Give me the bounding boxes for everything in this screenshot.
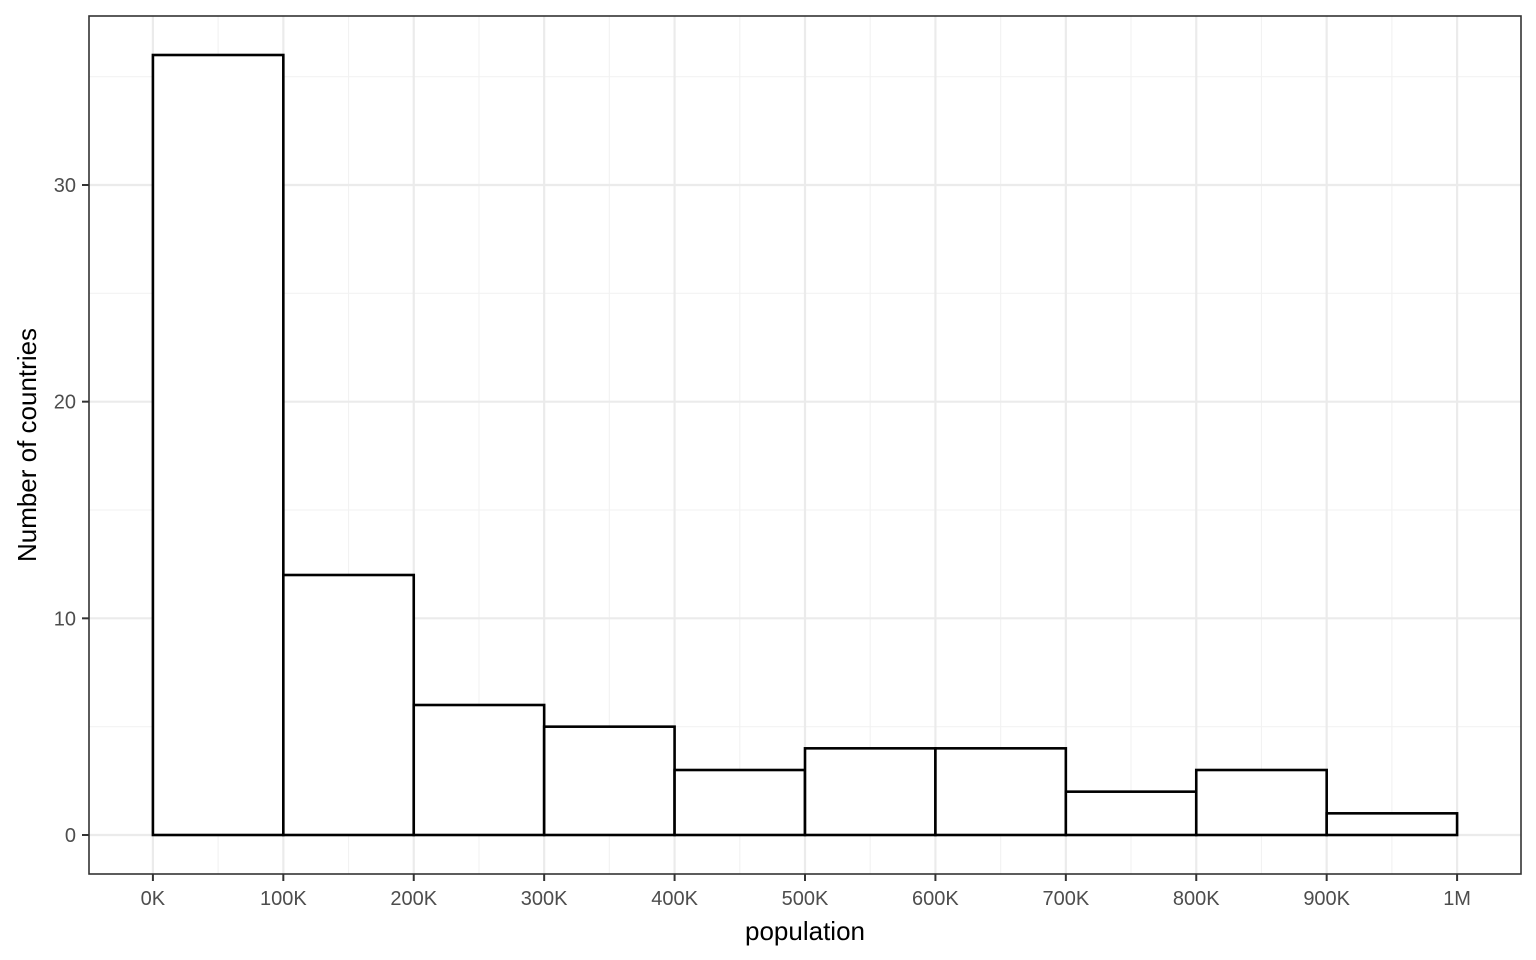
- histogram-bar: [673, 768, 807, 837]
- x-tick-label: 100K: [260, 888, 307, 910]
- histogram-bar: [1194, 768, 1328, 837]
- histogram-bar: [803, 747, 937, 837]
- y-axis-ticks: 0 10 20 30: [54, 175, 89, 847]
- x-tick-label: 900K: [1303, 888, 1350, 910]
- grid-lines: [89, 16, 1521, 874]
- histogram-bar: [1064, 790, 1198, 837]
- histogram-bar: [934, 747, 1068, 837]
- y-tick-label: 20: [54, 392, 76, 414]
- y-tick-label: 30: [54, 175, 76, 197]
- histogram-bar: [542, 725, 676, 837]
- histogram-bars: [151, 53, 1459, 837]
- x-tick-label: 700K: [1042, 888, 1089, 910]
- x-tick-label: 300K: [521, 888, 568, 910]
- x-tick-label: 200K: [390, 888, 437, 910]
- x-tick-label: 800K: [1173, 888, 1220, 910]
- histogram-bar: [1325, 812, 1459, 837]
- x-axis-ticks: 0K 100K 200K 300K 400K 500K 600K 700K 800K 900K 1M: [141, 874, 1471, 910]
- x-tick-label: 500K: [782, 888, 829, 910]
- x-axis-title: population: [745, 916, 865, 946]
- x-tick-label: 600K: [912, 888, 959, 910]
- histogram-bar: [412, 703, 546, 837]
- x-tick-label: 0K: [141, 888, 166, 910]
- x-tick-label: 1M: [1443, 888, 1471, 910]
- histogram-bar: [282, 573, 416, 837]
- x-tick-label: 400K: [651, 888, 698, 910]
- histogram-bar: [151, 53, 285, 837]
- y-axis-title: Number of countries: [12, 328, 42, 562]
- y-tick-label: 0: [65, 825, 76, 847]
- y-tick-label: 10: [54, 608, 76, 630]
